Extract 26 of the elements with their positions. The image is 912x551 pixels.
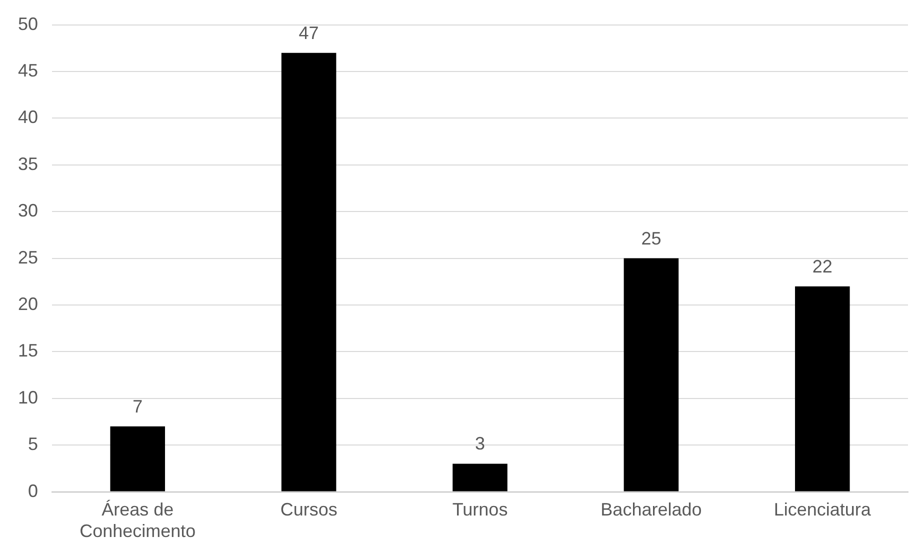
bar <box>795 286 850 492</box>
y-tick-label: 25 <box>18 247 38 268</box>
x-tick-label: Áreas de Conhecimento <box>80 500 196 542</box>
bar <box>110 426 166 492</box>
y-tick-label: 0 <box>28 480 38 501</box>
x-tick-label: Turnos <box>452 500 508 520</box>
y-tick-label: 15 <box>18 340 38 361</box>
bar <box>281 52 336 492</box>
data-label: 25 <box>641 228 662 248</box>
y-tick-label: 10 <box>18 387 38 408</box>
data-label: 47 <box>298 22 319 43</box>
y-tick-label: 30 <box>18 200 38 221</box>
bar <box>452 464 508 492</box>
bar <box>624 258 679 492</box>
y-tick-label: 20 <box>18 294 38 314</box>
y-tick-label: 50 <box>18 14 38 34</box>
data-label: 22 <box>812 256 832 276</box>
y-tick-label: 5 <box>28 434 38 454</box>
data-label: 3 <box>475 434 486 454</box>
data-label: 7 <box>132 396 143 416</box>
x-tick-label: Bacharelado <box>600 500 702 520</box>
y-tick-label: 35 <box>18 154 38 174</box>
y-tick-label: 45 <box>18 60 38 80</box>
x-tick-label: Licenciatura <box>774 500 872 520</box>
y-tick-label: 40 <box>18 107 38 128</box>
x-tick-label: Cursos <box>280 500 338 520</box>
